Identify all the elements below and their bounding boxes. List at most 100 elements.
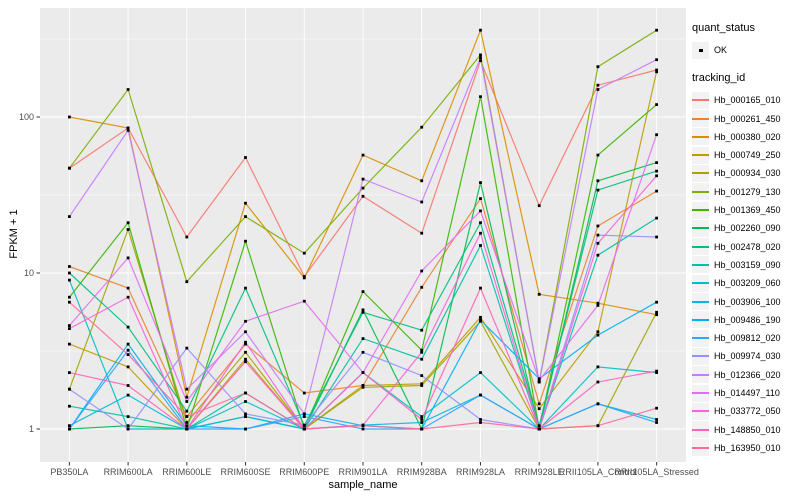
data-point [420, 269, 424, 273]
data-point [126, 256, 130, 260]
series-key-icon [692, 164, 709, 182]
data-point [185, 424, 189, 428]
legend-item: Hb_003906_100 [692, 293, 798, 311]
data-point [655, 28, 658, 32]
data-point [126, 427, 130, 431]
data-point [420, 421, 424, 424]
data-point [68, 424, 71, 428]
series-key-icon [692, 274, 709, 292]
data-point [596, 365, 600, 369]
data-point [596, 253, 600, 257]
legend-item-label: Hb_014497_110 [714, 388, 780, 399]
series-key-icon [692, 311, 709, 329]
series-key-icon [692, 384, 709, 402]
x-tick-label: PB350LA [50, 467, 88, 477]
data-point [479, 315, 482, 319]
data-point [68, 295, 71, 299]
data-point [302, 251, 306, 255]
data-point [655, 161, 658, 164]
data-point [68, 404, 71, 408]
legend-item-label: Hb_000165_010 [714, 95, 781, 106]
data-point [420, 374, 424, 377]
data-point [244, 391, 247, 395]
legend: quant_status OK tracking_id Hb_000165_01… [692, 22, 798, 457]
data-point [361, 337, 365, 340]
data-point [655, 310, 658, 314]
legend-item-label: Hb_012366_020 [714, 369, 781, 380]
series-key-icon [692, 110, 709, 128]
data-point [244, 360, 247, 364]
data-point [361, 177, 365, 181]
data-point [361, 186, 365, 190]
data-point [596, 301, 600, 305]
data-point [655, 369, 658, 373]
data-point [655, 406, 658, 410]
data-point [302, 412, 306, 416]
x-tick-label: RRIM901LA [338, 467, 387, 477]
data-point [361, 424, 365, 428]
data-point [420, 125, 424, 129]
data-point [68, 215, 71, 218]
data-point [655, 371, 658, 374]
data-point [655, 174, 658, 178]
data-point [537, 427, 541, 431]
legend-item-label: Hb_000934_030 [714, 168, 781, 179]
x-tick-label: RRII105LA_Control [559, 467, 637, 477]
data-point [361, 153, 365, 157]
data-point [596, 233, 600, 237]
legend-item: Hb_014497_110 [692, 384, 798, 402]
legend-item-label: Hb_002478_020 [714, 241, 781, 252]
legend-item-label: Hb_003159_090 [714, 259, 781, 270]
data-point [596, 88, 600, 91]
legend-item-label: Hb_000261_450 [714, 113, 781, 124]
data-point [655, 169, 658, 173]
x-tick-label: RRII105LA_Stressed [614, 467, 699, 477]
data-point [420, 415, 424, 418]
data-point [68, 265, 71, 268]
data-point [655, 300, 658, 304]
x-tick-label: RRIM600LA [104, 467, 153, 477]
data-point [68, 300, 71, 304]
data-point [596, 333, 600, 337]
data-point [126, 129, 130, 132]
y-tick-label: 1 [29, 424, 34, 434]
legend-item-label: Hb_000749_250 [714, 150, 781, 161]
data-point [596, 241, 600, 245]
data-point [244, 412, 247, 416]
legend-quant-title: quant_status [692, 22, 755, 34]
data-point [655, 103, 658, 106]
data-point [596, 380, 600, 384]
legend-item-label: Hb_163950_010 [714, 442, 781, 453]
data-point [126, 221, 130, 225]
legend-item-label: Hb_003906_100 [714, 296, 781, 307]
data-point [361, 310, 365, 314]
data-point [244, 400, 247, 403]
data-point [244, 239, 247, 243]
x-tick-label: RRIM928LA [456, 467, 505, 477]
data-point [537, 292, 541, 296]
data-point [655, 70, 658, 74]
data-point [537, 379, 541, 382]
data-point [361, 308, 365, 312]
data-point [655, 313, 658, 317]
data-point [420, 200, 424, 204]
legend-item-label: Hb_003209_060 [714, 278, 781, 289]
legend-item: Hb_000261_450 [692, 110, 798, 128]
legend-item-label: OK [714, 45, 728, 55]
legend-item: Hb_009812_020 [692, 329, 798, 347]
data-point [126, 353, 130, 356]
data-point [361, 384, 365, 387]
data-point [302, 276, 306, 280]
data-point [596, 424, 600, 428]
data-point [655, 58, 658, 62]
data-point [68, 115, 71, 119]
data-point [185, 395, 189, 399]
series-key-icon [692, 146, 709, 164]
data-point [302, 299, 306, 303]
data-point [479, 421, 482, 424]
data-point [596, 179, 600, 183]
data-point [420, 357, 424, 361]
data-point [68, 387, 71, 391]
legend-item: Hb_000380_020 [692, 128, 798, 146]
